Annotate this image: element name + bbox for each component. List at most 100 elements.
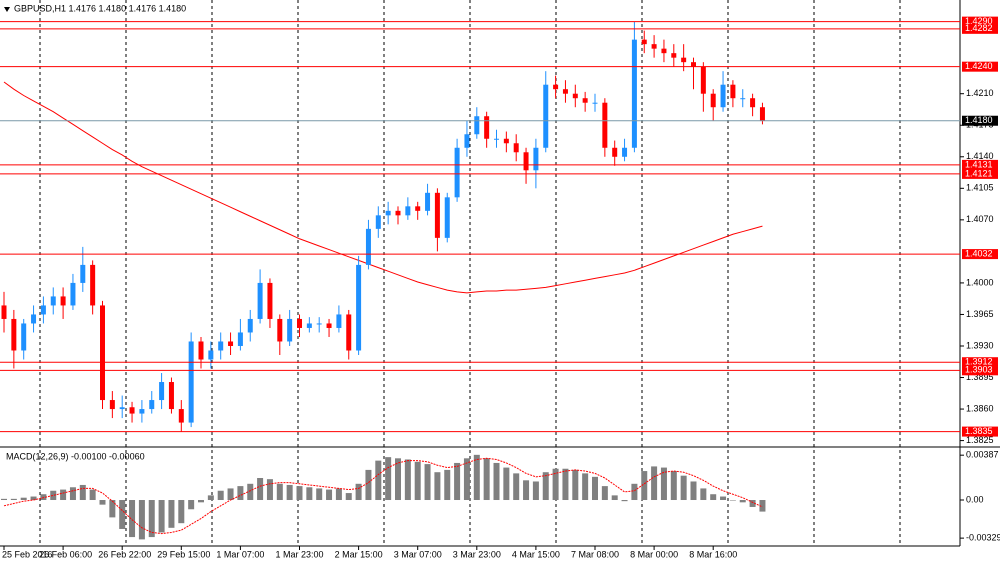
macd-bar <box>30 496 37 501</box>
macd-bar <box>188 500 195 510</box>
candle-body <box>592 102 598 104</box>
macd-bar <box>60 489 67 501</box>
candle-body <box>139 409 145 414</box>
y-tick-label: 1.4210 <box>966 88 994 98</box>
candle-body <box>326 323 332 328</box>
macd-bar <box>217 490 224 501</box>
candle-body <box>90 264 96 306</box>
level-label: 1.3903 <box>962 365 998 376</box>
y-tick-label: 1.3895 <box>966 372 994 382</box>
macd-bar <box>404 459 411 501</box>
level-label-box <box>962 61 998 72</box>
macd-bar <box>651 466 658 501</box>
current-price-text: 1.4180 <box>965 115 993 125</box>
macd-bar <box>1 498 7 501</box>
signal-line <box>3 457 763 535</box>
candle-body <box>484 116 490 139</box>
level-label-box <box>962 365 998 376</box>
macd-bar <box>326 489 333 501</box>
macd-bar <box>306 487 313 501</box>
x-tick-label: 26 Feb 06:00 <box>39 549 92 559</box>
candle-body <box>208 350 214 360</box>
level-label: 1.4121 <box>962 168 998 179</box>
macd-bar <box>444 469 451 501</box>
level-label-text: 1.4282 <box>965 23 993 33</box>
level-label-box <box>962 426 998 437</box>
level-label-box <box>962 16 998 27</box>
candle-body <box>365 228 371 265</box>
x-tick-label: 7 Mar 08:00 <box>571 549 619 559</box>
y-tick-label: 0.00387 <box>966 450 999 460</box>
macd-bar <box>10 498 17 501</box>
macd-bar <box>168 500 175 528</box>
x-tick-label: 3 Mar 07:00 <box>394 549 442 559</box>
level-label-text: 1.4121 <box>965 168 993 178</box>
candle-body <box>415 206 421 211</box>
level-label-box <box>962 168 998 179</box>
candle-body <box>356 264 362 351</box>
candle-body <box>109 400 115 410</box>
candle-body <box>405 206 411 216</box>
macd-bar <box>621 500 628 502</box>
macd-bar <box>542 472 549 501</box>
macd-bar <box>257 478 264 501</box>
candle-body <box>395 210 401 216</box>
candle-body <box>40 305 46 315</box>
macd-bar <box>69 487 76 501</box>
candle-body <box>119 407 125 410</box>
macd-bar <box>454 462 461 501</box>
macd-bar <box>601 486 608 501</box>
macd-bar <box>395 458 401 501</box>
y-tick-label: 1.3825 <box>966 435 994 445</box>
x-tick-label: 3 Mar 23:00 <box>453 549 501 559</box>
candle-body <box>50 296 56 306</box>
candle-body <box>543 84 549 148</box>
moving-average <box>3 81 763 294</box>
candle-body <box>651 44 657 49</box>
macd-bar <box>20 497 27 501</box>
x-tick-label: 1 Mar 23:00 <box>276 549 324 559</box>
level-label: 1.4240 <box>962 61 998 72</box>
macd-bar <box>138 500 145 540</box>
candle-body <box>661 48 667 54</box>
candle-body <box>681 57 687 63</box>
candle-body <box>720 84 726 108</box>
macd-bar <box>50 490 57 501</box>
macd-bar <box>414 461 421 501</box>
macd-bar <box>335 488 342 501</box>
macd-bar <box>463 458 470 501</box>
y-tick-label: 1.4070 <box>966 214 994 224</box>
y-tick-label: -0.00329 <box>966 532 1000 542</box>
macd-bar <box>89 489 96 501</box>
candle-body <box>149 400 155 410</box>
candle-body <box>700 66 706 94</box>
macd-bar <box>670 471 677 501</box>
level-label-box <box>962 249 998 260</box>
macd-bar <box>660 467 667 501</box>
macd-bar <box>483 458 490 501</box>
macd-bar <box>582 473 589 501</box>
x-tick-label: 29 Feb 15:00 <box>157 549 210 559</box>
macd-bar <box>158 500 165 533</box>
chart-title: GBPUSD,H1 1.4176 1.4180 1.4176 1.4180 <box>14 3 186 13</box>
macd-bar <box>247 483 254 501</box>
candle-body <box>750 98 756 108</box>
y-tick-label: 1.3965 <box>966 309 994 319</box>
macd-bar <box>572 469 579 501</box>
macd-bar <box>227 488 234 501</box>
macd-bar <box>296 486 303 501</box>
level-label: 1.4282 <box>962 23 998 34</box>
candle-body <box>523 152 529 171</box>
candle-body <box>297 318 302 328</box>
candle-body <box>425 192 431 211</box>
candle-body <box>168 382 174 410</box>
y-tick-label: 0.00 <box>966 494 984 504</box>
macd-bar <box>739 500 746 503</box>
macd-bar <box>532 481 539 501</box>
menu-triangle[interactable] <box>4 7 10 12</box>
macd-bar <box>710 494 717 501</box>
x-tick-label: 26 Feb 22:00 <box>98 549 151 559</box>
macd-bar <box>700 488 707 501</box>
grid <box>39 0 901 546</box>
macd-bar <box>207 495 214 501</box>
